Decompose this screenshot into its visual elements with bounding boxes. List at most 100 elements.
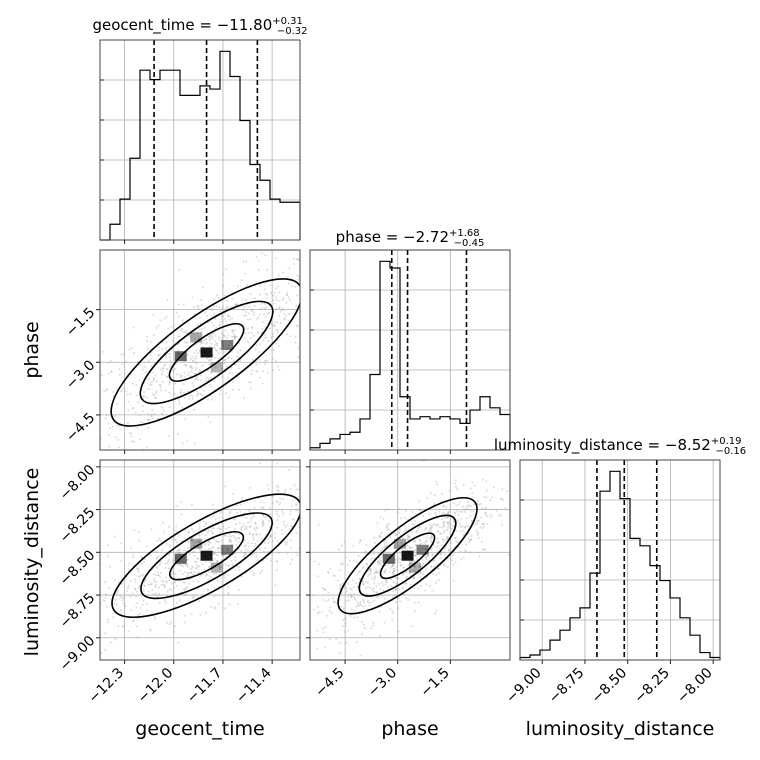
sample-point	[461, 505, 464, 508]
sample-point	[410, 583, 413, 586]
sample-point	[196, 393, 199, 396]
sample-point	[149, 353, 152, 356]
sample-point	[370, 568, 373, 571]
sample-point	[218, 551, 221, 554]
sample-point	[399, 558, 402, 561]
sample-point	[255, 532, 258, 535]
sample-point	[407, 598, 410, 601]
sample-point	[281, 528, 284, 531]
sample-point	[243, 551, 246, 554]
sample-point	[332, 272, 334, 274]
sample-point	[252, 553, 255, 556]
sample-point	[185, 364, 188, 367]
sample-point	[102, 599, 105, 602]
xlabel-phase: phase	[381, 718, 438, 740]
sample-point	[231, 493, 234, 496]
sample-point	[136, 360, 139, 363]
sample-point	[302, 476, 304, 478]
sample-point	[415, 531, 418, 534]
sample-point	[294, 504, 297, 507]
sample-point	[184, 331, 187, 334]
sample-point	[222, 573, 225, 576]
sample-point	[383, 484, 385, 486]
sample-point	[205, 338, 208, 341]
sample-point	[52, 470, 54, 472]
sample-point	[435, 609, 438, 612]
sample-point	[152, 393, 155, 396]
sample-point	[206, 341, 209, 344]
sample-point	[255, 526, 258, 529]
sample-point	[266, 269, 269, 272]
sample-point	[281, 661, 283, 663]
sample-point	[255, 369, 258, 372]
sample-point	[174, 368, 177, 371]
sample-point	[189, 375, 192, 378]
sample-point	[437, 550, 440, 553]
sample-point	[222, 351, 225, 354]
sample-point	[352, 586, 355, 589]
sample-point	[160, 389, 163, 392]
sample-point	[386, 508, 389, 511]
sample-point	[406, 548, 409, 551]
sample-point	[332, 574, 335, 577]
sample-point	[145, 396, 148, 399]
ytick-label-luminosity_distance: −8.00	[57, 462, 99, 504]
sample-point	[259, 571, 262, 574]
sample-point	[382, 584, 385, 587]
sample-point	[495, 509, 498, 512]
sample-point	[147, 426, 150, 429]
sample-point	[428, 529, 431, 532]
sample-point	[178, 402, 181, 405]
sample-point	[243, 272, 246, 275]
sample-point	[225, 268, 228, 271]
sample-point	[373, 582, 376, 585]
sample-point	[464, 507, 467, 510]
sample-point	[238, 536, 241, 539]
sample-point	[407, 535, 410, 538]
sample-point	[204, 560, 207, 563]
sample-point	[289, 299, 292, 302]
sample-point	[193, 442, 196, 445]
sample-point	[103, 469, 105, 471]
sample-point	[490, 514, 493, 517]
sample-point	[195, 367, 198, 370]
sample-point	[298, 583, 300, 585]
sample-point	[453, 521, 456, 524]
sample-point	[393, 570, 396, 573]
sample-point	[209, 337, 212, 340]
sample-point	[296, 503, 299, 506]
sample-point	[153, 413, 156, 416]
sample-point	[353, 597, 356, 600]
sample-point	[26, 442, 28, 444]
sample-point	[403, 529, 406, 532]
sample-point	[317, 523, 320, 526]
sample-point	[145, 578, 148, 581]
sample-point	[135, 394, 138, 397]
sample-point	[166, 621, 169, 624]
sample-point	[167, 327, 170, 330]
sample-point	[363, 627, 366, 630]
sample-point	[150, 381, 153, 384]
sample-point	[272, 357, 275, 360]
sample-point	[67, 645, 69, 647]
sample-point	[367, 600, 370, 603]
sample-point	[97, 373, 99, 375]
sample-point	[261, 252, 264, 255]
sample-point	[364, 587, 367, 590]
sample-point	[357, 555, 360, 558]
sample-point	[439, 532, 442, 535]
ytick-label-phase: −4.5	[63, 410, 98, 445]
sample-point	[264, 359, 267, 362]
sample-point	[347, 599, 350, 602]
sample-point	[252, 308, 255, 311]
sample-point	[252, 516, 255, 519]
sample-point	[227, 357, 230, 360]
sample-point	[172, 572, 175, 575]
panel-frame	[309, 459, 511, 661]
sample-point	[328, 609, 331, 612]
sample-point	[191, 355, 194, 358]
ytick-label-luminosity_distance: −8.50	[57, 547, 99, 589]
sample-point	[171, 339, 174, 342]
sample-point	[198, 534, 201, 537]
sample-point	[376, 571, 379, 574]
